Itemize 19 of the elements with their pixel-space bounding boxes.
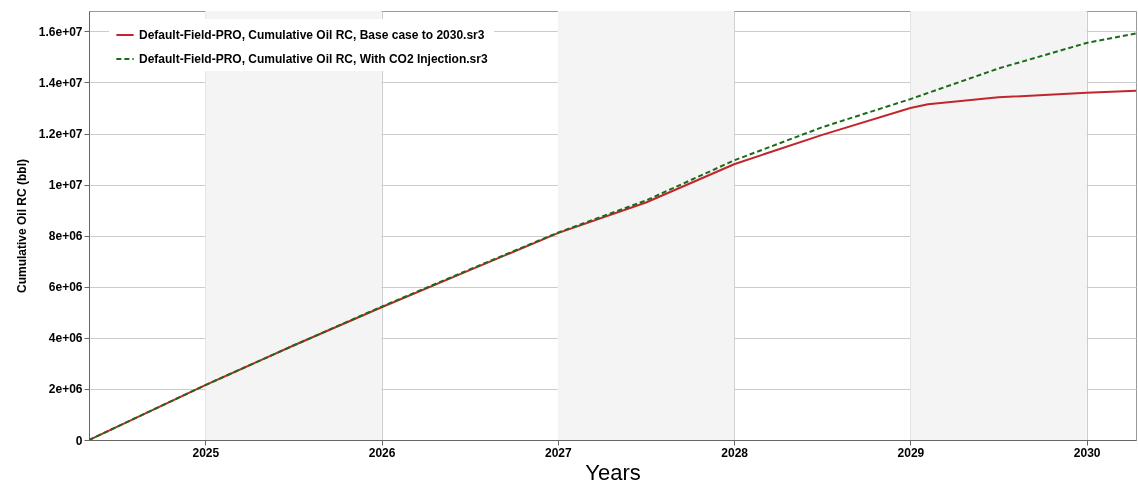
y-tick-label: 8e+06 — [48, 229, 83, 244]
x-tick-label: 2029 — [897, 445, 925, 460]
x-tick-label: 2030 — [1073, 445, 1101, 460]
y-tick-label: 6e+06 — [48, 280, 83, 295]
x-tick-label: 2025 — [192, 445, 220, 460]
x-tick-label: 2026 — [368, 445, 396, 460]
y-tick-label: 0 — [75, 433, 83, 448]
y-tick-label: 1.4e+07 — [38, 76, 83, 90]
y-axis-title: Cumulative Oil RC (bbl) — [14, 158, 29, 294]
y-tick-label: 2e+06 — [48, 382, 83, 397]
x-axis-title: Years — [585, 459, 641, 485]
y-tick-label: 1.6e+07 — [38, 24, 83, 39]
y-tick-label: 4e+06 — [48, 331, 83, 346]
legend-label: Default-Field-PRO, Cumulative Oil RC, With CO2 Injection.sr3 — [139, 52, 488, 66]
y-tick-label: 1e+07 — [48, 178, 83, 193]
x-tick-label: 2028 — [721, 445, 749, 460]
y-tick-label: 1.2e+07 — [38, 127, 83, 142]
legend-label: Default-Field-PRO, Cumulative Oil RC, Base case to 2030.sr3 — [139, 28, 485, 42]
x-tick-label: 2027 — [545, 445, 573, 460]
